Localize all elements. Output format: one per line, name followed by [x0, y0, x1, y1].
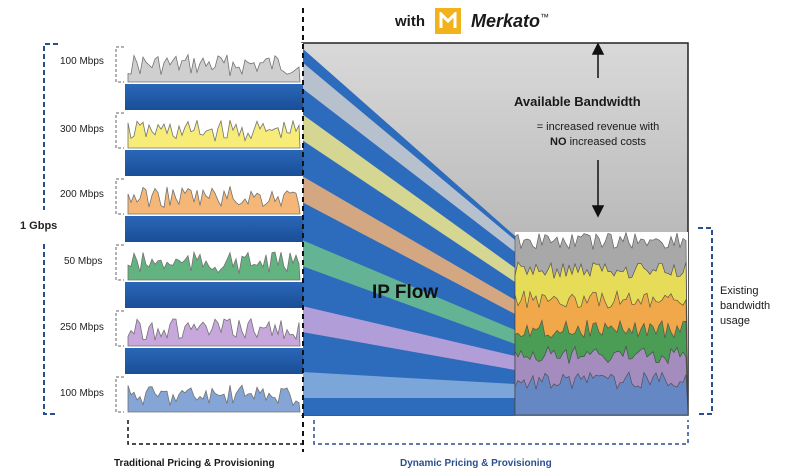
band-waveform	[127, 317, 301, 347]
available-description: = increased revenue with NO increased co…	[510, 120, 686, 150]
existing-usage-label: Existing bandwidth usage	[720, 284, 770, 329]
band-label: 300 Mbps	[60, 124, 104, 135]
available-line-1: = increased revenue with	[536, 121, 660, 133]
band-label: 100 Mbps	[60, 388, 104, 399]
flow-rays	[302, 62, 515, 398]
existing-usage-stack	[514, 231, 689, 416]
traditional-footer: Traditional Pricing & Provisioning	[114, 458, 275, 469]
band-label: 250 Mbps	[60, 322, 104, 333]
band-waveform	[127, 384, 301, 413]
traditional-bracket	[127, 420, 302, 445]
trademark: ™	[540, 11, 550, 22]
band-label: 100 Mbps	[60, 56, 104, 67]
band-label: 50 Mbps	[64, 256, 103, 267]
dynamic-footer: Dynamic Pricing & Provisioning	[400, 458, 552, 469]
band-waveform	[127, 119, 301, 149]
existing-bracket	[698, 227, 713, 415]
band-waveform	[127, 186, 301, 215]
dynamic-bracket	[313, 420, 689, 445]
ip-flow-label: IP Flow	[372, 282, 439, 303]
existing-line-1: Existing	[720, 285, 759, 297]
band-label: 200 Mbps	[60, 189, 104, 200]
no-emphasis: NO	[550, 136, 567, 148]
left-bands	[125, 84, 303, 374]
band-waves	[127, 53, 301, 413]
band-waveform	[127, 53, 301, 83]
gbps-bracket	[43, 43, 58, 415]
merkato-logo-icon	[435, 8, 461, 34]
usage-layer	[514, 371, 689, 416]
band-brackets	[115, 46, 124, 413]
available-bandwidth-title: Available Bandwidth	[514, 94, 641, 109]
total-bandwidth-label: 1 Gbps	[20, 220, 58, 232]
existing-line-3: usage	[720, 315, 750, 327]
brand-name: Merkato™	[471, 10, 550, 31]
band-waveform	[127, 250, 301, 281]
existing-line-2: bandwidth	[720, 300, 771, 312]
available-line-2-text: increased costs	[569, 136, 646, 148]
with-label: with	[395, 12, 425, 30]
available-arrows	[591, 42, 605, 218]
header: with Merkato™	[395, 6, 549, 36]
available-line-2: NO increased costs	[510, 135, 686, 150]
